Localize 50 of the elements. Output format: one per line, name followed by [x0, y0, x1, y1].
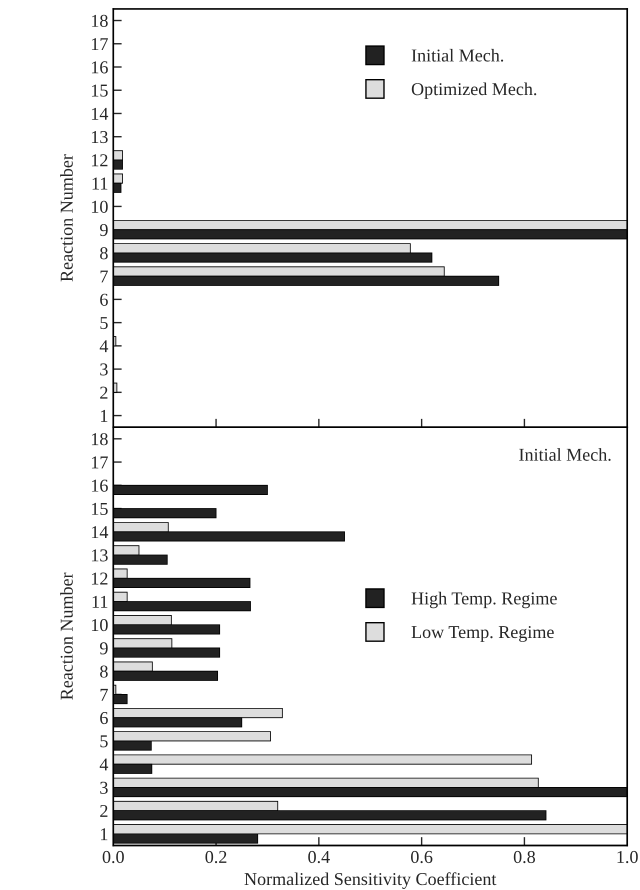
y-tick-label: 10 [92, 618, 108, 632]
y-tick-label: 2 [100, 386, 108, 399]
y-axis-title: Reaction Number [60, 154, 73, 282]
y-tick-label: 11 [92, 178, 108, 190]
x-tick-label: 0.6 [411, 850, 432, 864]
y-tick-label: 10 [92, 200, 108, 213]
y-axis-title: Reaction Number [60, 572, 73, 700]
y-tick-label: 3 [100, 782, 108, 794]
y-tick-label: 7 [100, 688, 108, 701]
y-tick-label: 15 [92, 502, 108, 515]
x-tick-label: 0.0 [102, 850, 124, 864]
x-tick-label: 0.8 [514, 850, 536, 864]
legend-label: Low Temp. Regime [412, 626, 554, 642]
legend-label: High Temp. Regime [412, 592, 557, 608]
y-tick-label: 5 [100, 735, 108, 748]
y-tick-label: 8 [100, 247, 108, 260]
y-tick-label: 17 [92, 456, 108, 468]
y-tick-label: 14 [92, 526, 108, 538]
y-tick-label: 17 [92, 38, 108, 50]
y-tick-label: 12 [92, 572, 108, 585]
y-tick-label: 9 [100, 224, 108, 236]
legend-label: Optimized Mech. [412, 82, 536, 99]
x-tick-label: 0.4 [308, 850, 330, 864]
y-tick-label: 12 [92, 154, 108, 166]
y-tick-label: 9 [100, 642, 108, 654]
y-tick-label: 2 [100, 804, 108, 817]
y-tick-label: 8 [100, 665, 108, 678]
annotation: Initial Mech. [519, 448, 611, 461]
y-tick-label: 6 [100, 712, 108, 724]
y-tick-label: 11 [92, 596, 108, 608]
y-tick-label: 16 [92, 480, 108, 492]
y-tick-label: 13 [92, 549, 108, 562]
y-tick-label: 18 [92, 14, 108, 27]
x-axis-title: Normalized Sensitivity Coefficient [244, 872, 496, 889]
y-tick-label: 7 [100, 270, 108, 282]
y-tick-label: 1 [100, 410, 108, 422]
y-tick-label: 15 [92, 84, 108, 97]
y-tick-label: 5 [100, 317, 108, 330]
legend-label: Initial Mech. [412, 48, 504, 62]
y-tick-label: 1 [100, 828, 108, 840]
y-tick-label: 4 [100, 758, 108, 770]
x-tick-label: 0.2 [205, 850, 226, 864]
y-tick-label: 18 [92, 433, 108, 446]
y-tick-label: 6 [100, 294, 108, 306]
x-tick-label: 1.0 [618, 850, 638, 864]
y-tick-label: 3 [100, 363, 108, 376]
y-tick-label: 16 [92, 61, 108, 74]
y-tick-label: 14 [92, 108, 108, 120]
y-tick-label: 4 [100, 340, 108, 352]
y-tick-label: 13 [92, 131, 108, 144]
